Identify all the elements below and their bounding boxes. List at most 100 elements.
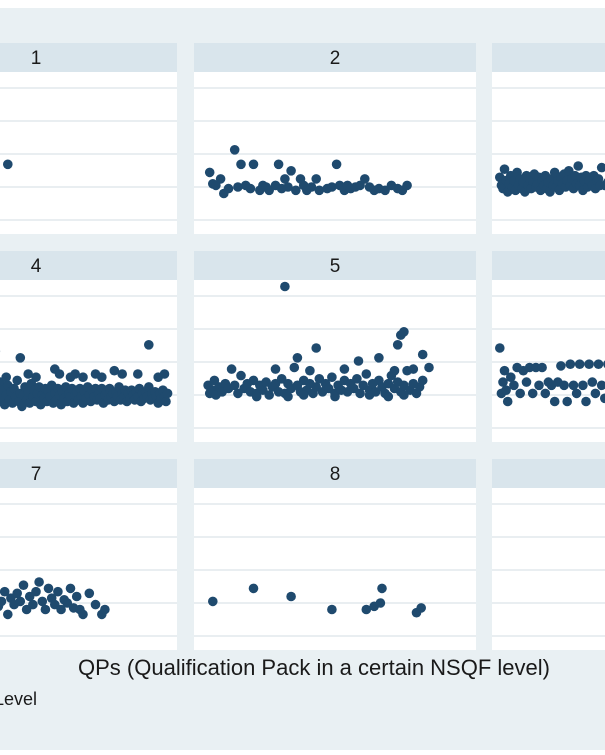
- facet-panel-6: 6: [492, 251, 605, 442]
- data-point: [280, 282, 290, 292]
- data-point: [133, 369, 143, 379]
- data-point: [559, 381, 569, 391]
- data-point: [591, 389, 601, 399]
- panel-strip: [0, 459, 177, 488]
- panel-strip: [0, 43, 177, 72]
- data-point: [578, 381, 588, 391]
- data-point: [227, 364, 237, 374]
- data-point: [365, 390, 375, 400]
- data-point: [230, 145, 240, 155]
- data-point: [34, 577, 44, 587]
- data-point: [503, 397, 513, 407]
- data-point: [72, 592, 82, 602]
- data-point: [252, 392, 262, 402]
- data-point: [236, 371, 246, 381]
- data-point: [377, 584, 387, 594]
- data-point: [402, 181, 412, 191]
- data-point: [246, 184, 256, 194]
- panel-strip-label: 4: [31, 256, 42, 277]
- panel-strip: [492, 459, 605, 488]
- panel-strip-label: 5: [330, 256, 341, 277]
- data-point: [1, 372, 11, 382]
- data-point: [161, 397, 171, 407]
- data-point: [340, 364, 350, 374]
- data-point: [290, 363, 300, 373]
- data-point: [399, 327, 409, 337]
- data-point: [374, 353, 384, 363]
- data-point: [509, 381, 519, 391]
- facet-panel-7: 7: [0, 459, 177, 650]
- data-point: [418, 376, 428, 386]
- data-point: [305, 366, 315, 376]
- data-point: [584, 359, 594, 369]
- panel-strip-label: 1: [31, 48, 42, 69]
- data-point: [362, 369, 372, 379]
- data-point: [205, 168, 215, 178]
- panel-strip: [492, 43, 605, 72]
- data-point: [354, 356, 364, 366]
- facet-panel-2: 2: [194, 43, 476, 234]
- data-point: [144, 340, 154, 350]
- data-point: [249, 160, 259, 170]
- data-point: [216, 174, 226, 184]
- data-point: [41, 605, 51, 615]
- data-point: [91, 600, 101, 610]
- data-point: [15, 353, 25, 363]
- data-point: [332, 160, 342, 170]
- data-point: [515, 389, 525, 399]
- data-point: [117, 369, 127, 379]
- data-point: [78, 610, 88, 620]
- data-point: [283, 392, 293, 402]
- data-point: [293, 353, 303, 363]
- data-point: [556, 361, 566, 371]
- data-point: [53, 587, 63, 597]
- top-border: [0, 0, 605, 8]
- data-point: [541, 389, 551, 399]
- data-point: [160, 369, 170, 379]
- data-point: [594, 359, 604, 369]
- facet-panels: 123456789: [0, 43, 605, 650]
- panel-strip-label: 8: [330, 464, 341, 485]
- data-point: [286, 592, 296, 602]
- data-point: [163, 389, 173, 399]
- data-point: [376, 598, 386, 608]
- data-point: [315, 186, 325, 196]
- panel-strip-label: 7: [31, 464, 42, 485]
- data-point: [97, 372, 107, 382]
- data-point: [327, 605, 337, 615]
- data-point: [208, 597, 218, 607]
- data-point: [573, 161, 583, 171]
- facet-panel-9: 9: [492, 459, 605, 650]
- data-point: [78, 372, 88, 382]
- data-point: [522, 377, 532, 387]
- facet-panel-1: 1: [0, 43, 177, 234]
- data-point: [311, 174, 321, 184]
- data-point: [55, 369, 65, 379]
- data-point: [15, 597, 25, 607]
- data-point: [236, 160, 246, 170]
- data-point: [393, 340, 403, 350]
- facet-panel-4: 4: [0, 251, 177, 442]
- data-point: [271, 364, 281, 374]
- panel-strip: [492, 251, 605, 280]
- data-point: [528, 389, 538, 399]
- data-point: [562, 397, 572, 407]
- panel-strip: [0, 251, 177, 280]
- data-point: [534, 381, 544, 391]
- data-point: [3, 160, 13, 170]
- data-point: [418, 350, 428, 360]
- data-point: [330, 392, 340, 402]
- data-point: [360, 174, 370, 184]
- note-text: F Level: [0, 689, 37, 710]
- data-point: [28, 600, 38, 610]
- data-point: [384, 392, 394, 402]
- data-point: [299, 390, 309, 400]
- data-point: [224, 184, 234, 194]
- data-point: [588, 377, 598, 387]
- facet-panel-5: 5: [194, 251, 476, 442]
- data-point: [416, 603, 426, 613]
- facet-panel-3: 3: [492, 43, 605, 234]
- data-point: [424, 363, 434, 373]
- data-point: [66, 584, 76, 594]
- data-point: [495, 343, 505, 353]
